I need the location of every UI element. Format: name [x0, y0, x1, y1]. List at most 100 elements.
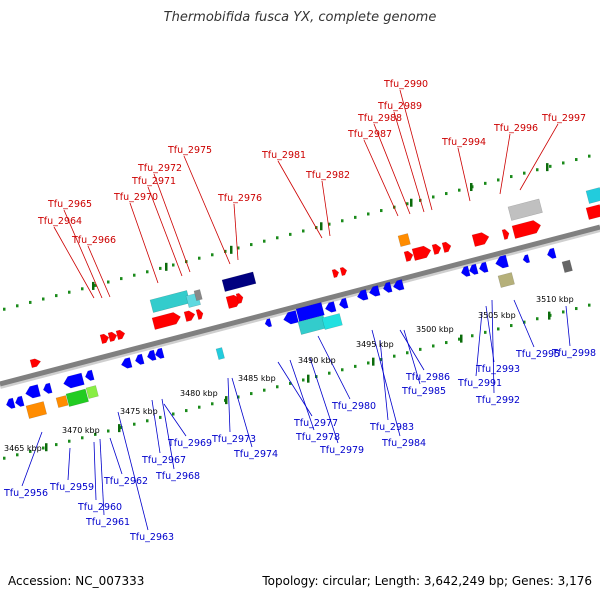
reverse-gene-label: Tfu_2980	[331, 401, 376, 412]
gene-shape	[5, 397, 16, 409]
inner-track-dot	[3, 456, 6, 460]
forward-gene-label: Tfu_2996	[493, 123, 538, 134]
gene-arrow	[42, 382, 53, 394]
major-tick	[118, 424, 121, 433]
accession-label: Accession: NC_007333	[8, 574, 145, 588]
gene-shape	[478, 261, 489, 273]
feature-box	[507, 198, 543, 221]
reverse-gene-label: Tfu_2968	[155, 471, 200, 482]
outer-track-dot	[497, 178, 500, 182]
reverse-gene-label: Tfu_2969	[167, 438, 212, 449]
gene-arrow	[478, 261, 489, 273]
gene-shape	[460, 265, 471, 277]
feature-box	[65, 388, 89, 407]
inner-track-dot	[406, 351, 409, 355]
inner-track-dot	[432, 344, 435, 348]
major-tick	[230, 245, 233, 254]
major-tick	[45, 443, 48, 452]
gene-shape	[25, 384, 41, 399]
reverse-gene-label: Tfu_2956	[3, 488, 48, 499]
reverse-gene-label: Tfu_2983	[369, 422, 414, 433]
major-tick	[410, 198, 413, 207]
outer-track-dot	[276, 236, 279, 240]
inner-track-dot	[250, 392, 253, 396]
leader-line	[227, 377, 231, 433]
outer-track-dot	[42, 297, 45, 301]
outer-track-dot	[380, 209, 383, 213]
reverse-gene-label: Tfu_2991	[457, 378, 502, 389]
gene-shape	[283, 310, 299, 325]
feature-box	[561, 259, 573, 273]
outer-track-dot	[172, 263, 175, 267]
inner-track-dot	[42, 446, 45, 450]
reverse-gene-label: Tfu_2979	[319, 445, 364, 456]
inner-track-dot	[276, 385, 279, 389]
major-tick	[470, 183, 473, 192]
kbp-label: 3485 kbp	[238, 374, 276, 383]
gene-shape	[468, 263, 479, 275]
leader-line	[99, 438, 105, 516]
leader-line	[277, 361, 313, 417]
inner-track-dot	[172, 412, 175, 416]
outer-track-dot	[289, 232, 292, 236]
outer-track-dot	[445, 192, 448, 196]
major-tick	[460, 334, 463, 343]
kbp-label: 3470 kbp	[62, 426, 100, 435]
gene-shape	[546, 247, 557, 259]
outer-track-dot	[432, 195, 435, 199]
outer-track-dot	[549, 164, 552, 168]
reverse-gene-label: Tfu_2992	[475, 395, 520, 406]
inner-track-dot	[354, 364, 357, 368]
feature-box	[585, 187, 600, 204]
major-tick	[307, 374, 310, 383]
gene-shape	[331, 268, 340, 279]
gene-arrow	[441, 241, 452, 253]
gene-shape	[14, 395, 25, 407]
gene-shape	[585, 204, 600, 220]
feature-box	[497, 272, 515, 288]
reverse-gene-label: Tfu_2959	[49, 482, 94, 493]
leader-line	[393, 111, 425, 213]
forward-gene-label: Tfu_2987	[347, 129, 392, 140]
gene-arrow	[120, 357, 133, 369]
leader-line	[499, 133, 511, 195]
inner-track-dot	[367, 361, 370, 365]
leader-line	[277, 160, 323, 239]
gene-arrow	[151, 312, 181, 330]
reverse-gene-label: Tfu_2960	[77, 502, 122, 513]
reverse-gene-label: Tfu_2998	[551, 348, 596, 359]
gene-arrow	[411, 245, 432, 261]
inner-track-dot	[237, 395, 240, 399]
inner-track-dot	[146, 419, 149, 423]
outer-track-dot	[81, 287, 84, 291]
inner-track-dot	[575, 307, 578, 311]
gene-shape	[295, 302, 325, 322]
inner-track-dot	[393, 354, 396, 358]
leader-line	[289, 359, 315, 431]
leader-line	[373, 123, 411, 215]
kbp-label: 3490 kbp	[298, 356, 336, 365]
genome-backbone	[0, 224, 600, 389]
outer-track-dot	[484, 181, 487, 185]
inner-track-dot	[536, 317, 539, 321]
inner-track-dot	[445, 341, 448, 345]
gene-shape	[392, 279, 405, 291]
forward-gene-label: Tfu_2964	[37, 216, 82, 227]
inner-track-dot	[588, 303, 591, 307]
kbp-label: 3505 kbp	[478, 311, 516, 320]
gene-shape	[431, 243, 442, 255]
leader-line	[565, 305, 571, 347]
inner-track-dot	[328, 371, 331, 375]
leader-line	[519, 123, 559, 191]
gene-shape	[42, 382, 53, 394]
outer-track-dot	[575, 158, 578, 162]
feature-box	[321, 313, 343, 330]
gene-arrow	[195, 308, 204, 320]
leader-line	[161, 398, 175, 470]
gene-shape	[495, 254, 509, 269]
forward-gene-label: Tfu_2975	[167, 145, 212, 156]
gene-arrow	[522, 254, 531, 264]
forward-gene-label: Tfu_2988	[357, 113, 402, 124]
outer-track-dot	[198, 256, 201, 260]
